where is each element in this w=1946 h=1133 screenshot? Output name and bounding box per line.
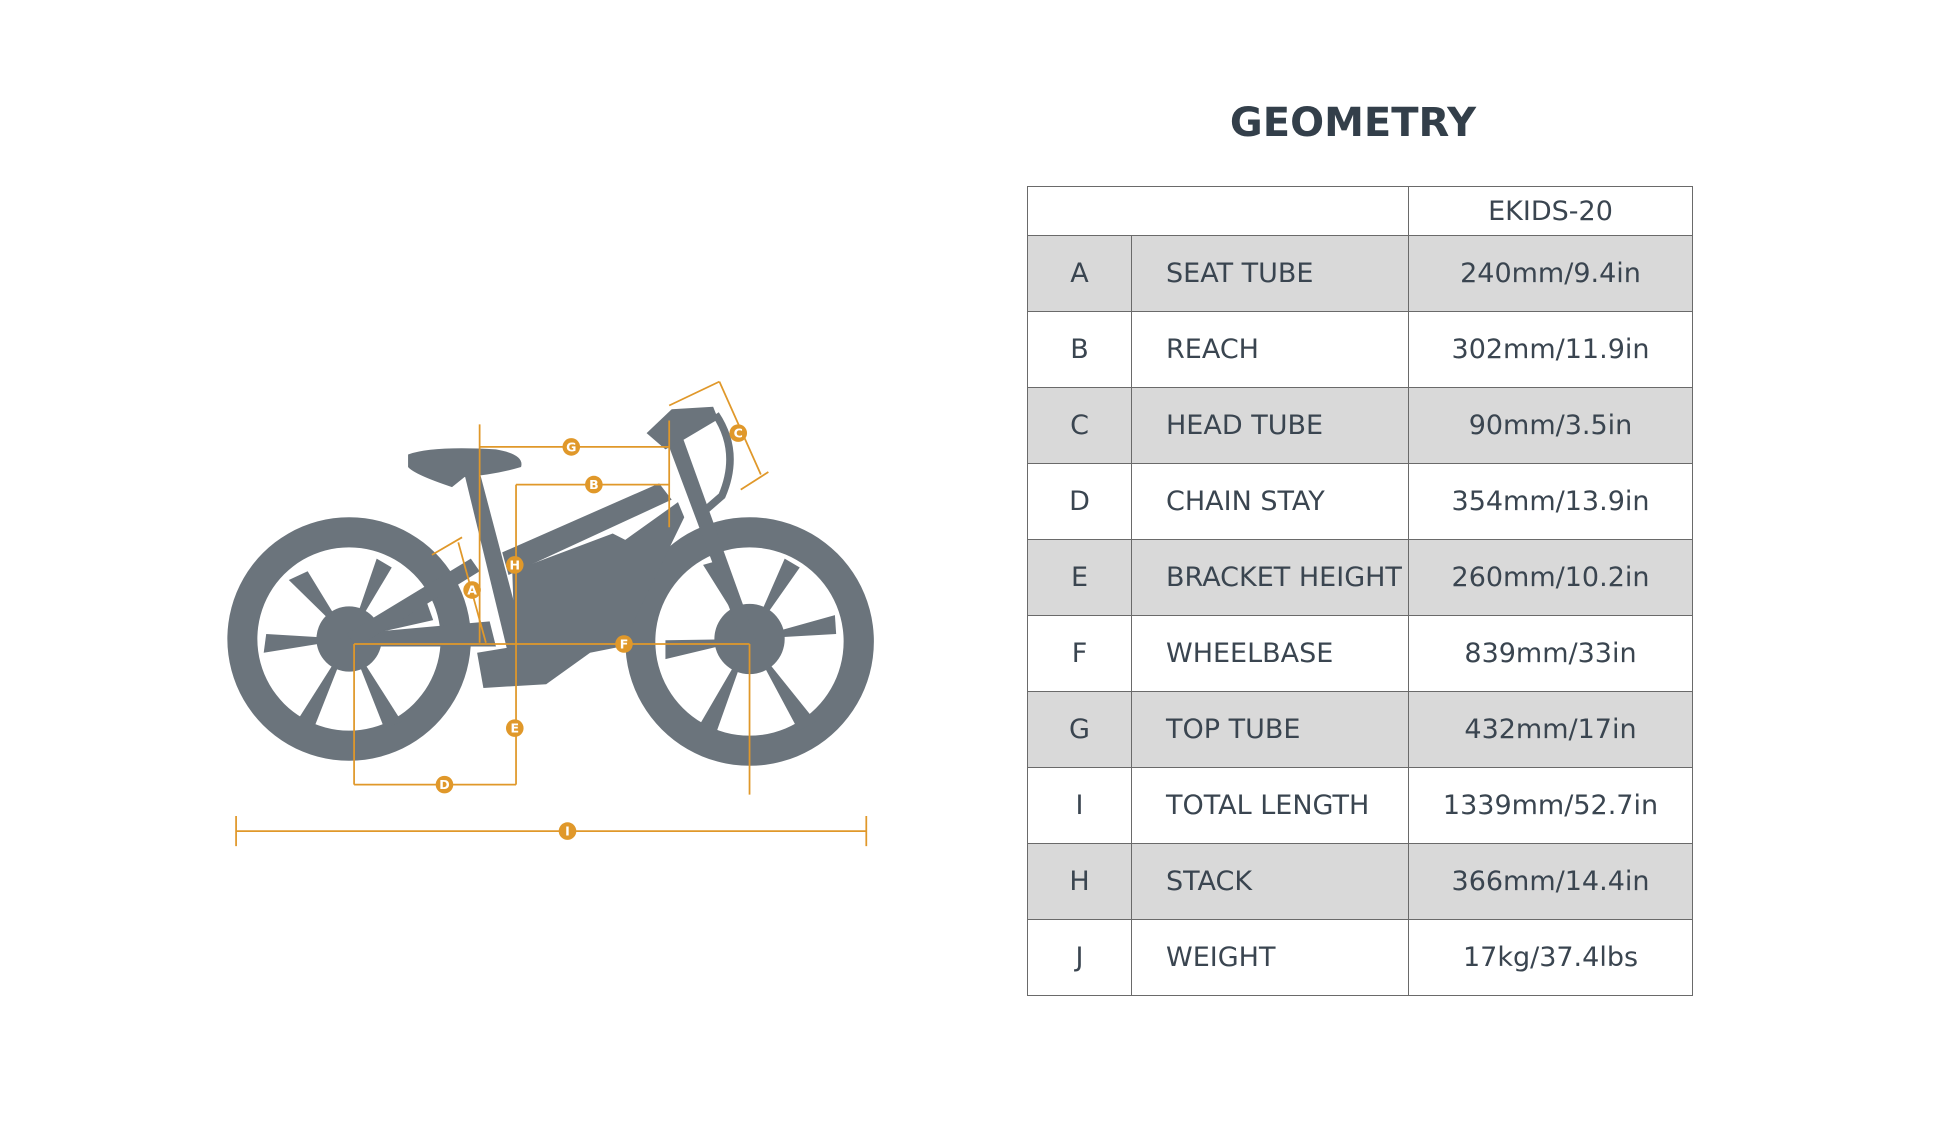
svg-text:G: G [566,439,576,454]
row-value: 839mm/33in [1408,615,1693,692]
row-key: B [1027,311,1132,388]
top-tube [502,483,672,575]
table-row: B REACH 302mm/11.9in [1027,311,1693,388]
svg-text:B: B [589,477,599,492]
fork [661,424,756,646]
marker-d: D [435,775,454,794]
row-name: SEAT TUBE [1131,235,1409,312]
table-row: C HEAD TUBE 90mm/3.5in [1027,387,1693,464]
row-value: 302mm/11.9in [1408,311,1693,388]
row-name: STACK [1131,843,1409,920]
row-key: J [1027,919,1132,996]
row-key: H [1027,843,1132,920]
table-row: F WHEELBASE 839mm/33in [1027,615,1693,692]
row-name: WEIGHT [1131,919,1409,996]
row-key: G [1027,691,1132,768]
row-key: A [1027,235,1132,312]
row-key: C [1027,387,1132,464]
row-name: WHEELBASE [1131,615,1409,692]
header-blank-cell [1027,186,1409,236]
table-row: I TOTAL LENGTH 1339mm/52.7in [1027,767,1693,844]
svg-text:E: E [510,721,519,736]
marker-a: A [463,581,481,599]
row-name: HEAD TUBE [1131,387,1409,464]
row-name: BRACKET HEIGHT [1131,539,1409,616]
down-tube-battery [477,502,685,688]
dimension-lines [235,380,868,847]
svg-text:D: D [439,777,449,792]
row-value: 1339mm/52.7in [1408,767,1693,844]
row-name: TOP TUBE [1131,691,1409,768]
table-row: A SEAT TUBE 240mm/9.4in [1027,235,1693,312]
row-value: 354mm/13.9in [1408,463,1693,540]
handlebar [646,406,719,450]
seat-stay [346,558,480,647]
geometry-table: EKIDS-20 A SEAT TUBE 240mm/9.4in B REACH 302m… [1027,186,1693,996]
bike-silhouette [227,406,874,766]
row-name: CHAIN STAY [1131,463,1409,540]
row-value: 90mm/3.5in [1408,387,1693,464]
marker-b: B [585,475,603,494]
row-name: REACH [1131,311,1409,388]
front-wheel-spokes [665,558,837,735]
svg-text:H: H [510,557,521,572]
row-key: F [1027,615,1132,692]
marker-c: C [729,424,748,442]
table-header-row: EKIDS-20 [1027,186,1693,236]
svg-text:C: C [734,426,743,441]
model-header: EKIDS-20 [1408,186,1693,236]
marker-f: F [615,635,633,653]
row-value: 366mm/14.4in [1408,843,1693,920]
row-key: I [1027,767,1132,844]
row-key: E [1027,539,1132,616]
dimension-markers: G B C H A F E D I [435,424,748,840]
marker-e: E [505,719,524,737]
chain-stay [349,621,496,647]
marker-g: G [562,438,581,456]
handlebar-grip [700,412,734,516]
row-value: 260mm/10.2in [1408,539,1693,616]
row-key: D [1027,463,1132,540]
page-title: GEOMETRY [1229,100,1477,146]
table-row: E BRACKET HEIGHT 260mm/10.2in [1027,539,1693,616]
row-name: TOTAL LENGTH [1131,767,1409,844]
table-row: G TOP TUBE 432mm/17in [1027,691,1693,768]
row-value: 17kg/37.4lbs [1408,919,1693,996]
svg-text:A: A [467,583,477,598]
table-row: J WEIGHT 17kg/37.4lbs [1027,919,1693,996]
table-row: H STACK 366mm/14.4in [1027,843,1693,920]
saddle [408,448,522,488]
marker-i: I [558,822,577,840]
svg-text:I: I [565,824,570,839]
marker-h: H [505,556,524,574]
svg-text:F: F [620,637,629,652]
row-value: 240mm/9.4in [1408,235,1693,312]
row-value: 432mm/17in [1408,691,1693,768]
table-row: D CHAIN STAY 354mm/13.9in [1027,463,1693,540]
